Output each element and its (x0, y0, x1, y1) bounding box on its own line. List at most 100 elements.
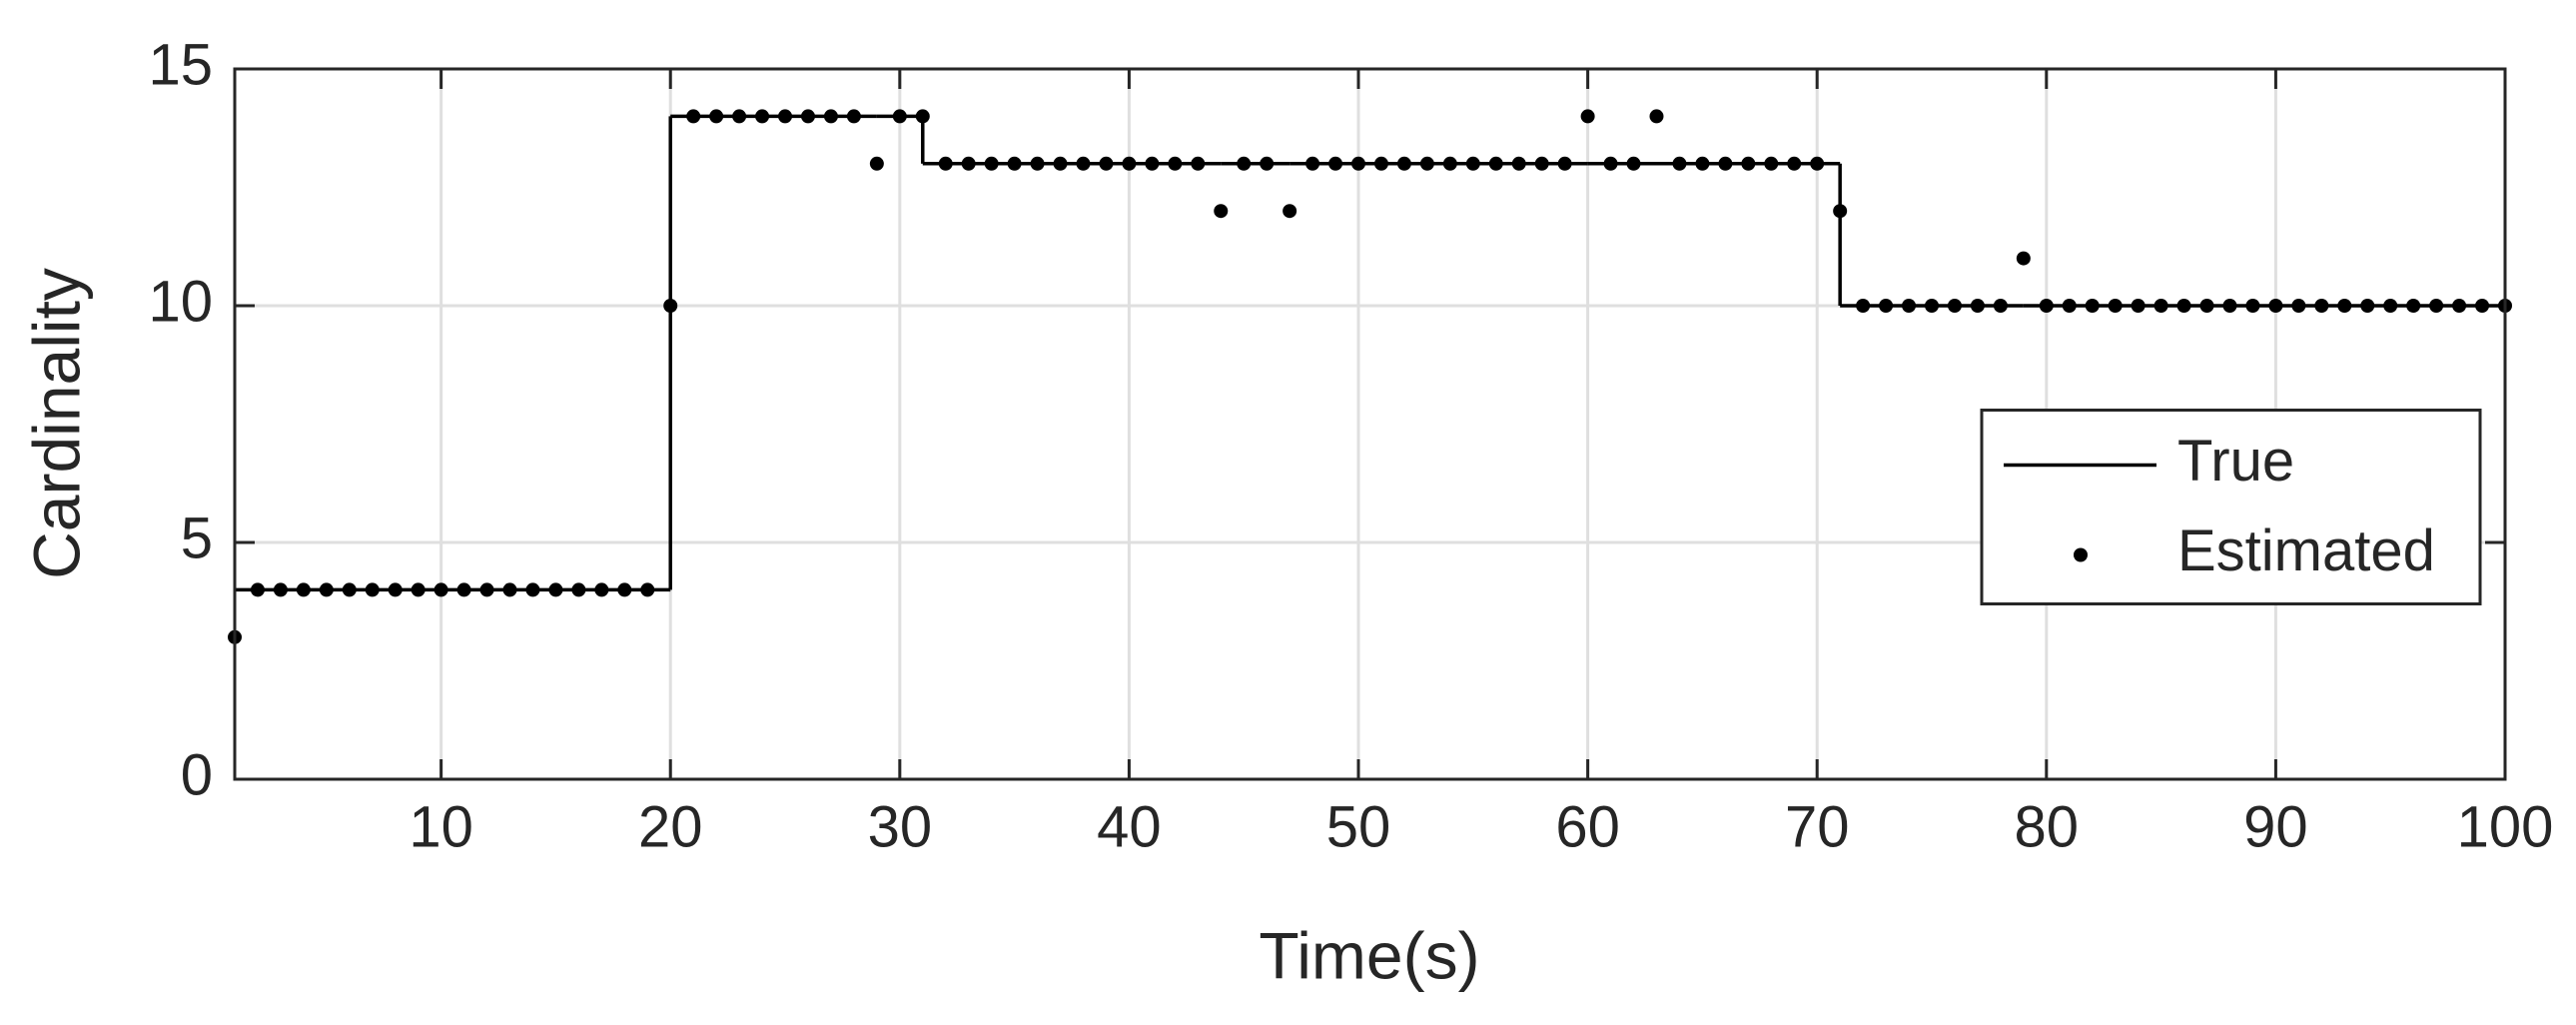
point (1465, 156, 1480, 171)
x-tick-label: 20 (638, 794, 703, 859)
point (961, 156, 976, 171)
point (1099, 156, 1114, 171)
point (456, 582, 471, 597)
point (823, 109, 838, 124)
point (1168, 156, 1183, 171)
point (2176, 299, 2191, 313)
point (594, 582, 609, 597)
x-tick-label: 50 (1326, 794, 1391, 859)
point (1145, 156, 1160, 171)
point (1672, 156, 1687, 171)
x-tick-label: 40 (1097, 794, 1162, 859)
point (663, 299, 678, 313)
point (1902, 299, 1917, 313)
point (2268, 299, 2283, 313)
point (2429, 299, 2444, 313)
point (548, 582, 563, 597)
point (732, 109, 747, 124)
x-tick-label: 30 (868, 794, 933, 859)
point (1419, 156, 1434, 171)
point (892, 109, 907, 124)
point (571, 582, 586, 597)
point (250, 582, 265, 597)
point (273, 582, 288, 597)
y-axis-label: Cardinality (19, 268, 93, 579)
point (2337, 299, 2352, 313)
point (319, 582, 334, 597)
point (1718, 156, 1733, 171)
point (869, 156, 884, 171)
x-tick-label: 10 (409, 794, 473, 859)
point (1373, 156, 1388, 171)
point (388, 582, 403, 597)
x-tick-label: 60 (1555, 794, 1620, 859)
legend-label: True (2177, 429, 2294, 494)
point (411, 582, 426, 597)
point (2153, 299, 2168, 313)
point (1833, 204, 1848, 219)
point (1511, 156, 1526, 171)
point (1626, 156, 1641, 171)
point (2016, 251, 2031, 266)
point (502, 582, 517, 597)
point (755, 109, 770, 124)
point (1122, 156, 1137, 171)
x-axis-label: Time(s) (1259, 918, 1479, 992)
point (2222, 299, 2237, 313)
point (1283, 204, 1297, 219)
point (1856, 299, 1871, 313)
point (2314, 299, 2329, 313)
point (525, 582, 540, 597)
point (1237, 156, 1252, 171)
point (2475, 299, 2490, 313)
point (938, 156, 953, 171)
y-tick-label: 15 (148, 32, 213, 97)
point (1764, 156, 1779, 171)
series-1 (228, 109, 2512, 644)
point (1603, 156, 1618, 171)
point (2291, 299, 2306, 313)
point (1534, 156, 1549, 171)
x-tick-label: 100 (2457, 794, 2554, 859)
y-tick-label: 0 (181, 742, 213, 807)
point (1488, 156, 1503, 171)
point (1396, 156, 1411, 171)
point (365, 582, 380, 597)
point (1305, 156, 1320, 171)
point (2452, 299, 2467, 313)
point (1925, 299, 1940, 313)
point (1970, 299, 1985, 313)
legend-dot (2074, 547, 2088, 562)
legend-label: Estimated (2177, 518, 2435, 583)
point (2406, 299, 2421, 313)
point (846, 109, 861, 124)
point (984, 156, 999, 171)
point (2062, 299, 2077, 313)
point (2245, 299, 2260, 313)
point (1879, 299, 1894, 313)
point (1649, 109, 1664, 124)
point (1787, 156, 1802, 171)
point (1947, 299, 1962, 313)
point (1351, 156, 1366, 171)
point (1695, 156, 1710, 171)
point (800, 109, 815, 124)
point (2383, 299, 2398, 313)
x-tick-label: 80 (2015, 794, 2080, 859)
point (1214, 204, 1229, 219)
point (617, 582, 632, 597)
point (2131, 299, 2146, 313)
point (433, 582, 448, 597)
legend: True Estimated (1980, 409, 2482, 605)
point (2108, 299, 2123, 313)
point (1260, 156, 1275, 171)
point (778, 109, 793, 124)
point (1993, 299, 2008, 313)
point (686, 109, 701, 124)
point (2360, 299, 2375, 313)
x-tick-label: 90 (2243, 794, 2308, 859)
point (1030, 156, 1045, 171)
point (1741, 156, 1756, 171)
point (479, 582, 494, 597)
point (1007, 156, 1022, 171)
